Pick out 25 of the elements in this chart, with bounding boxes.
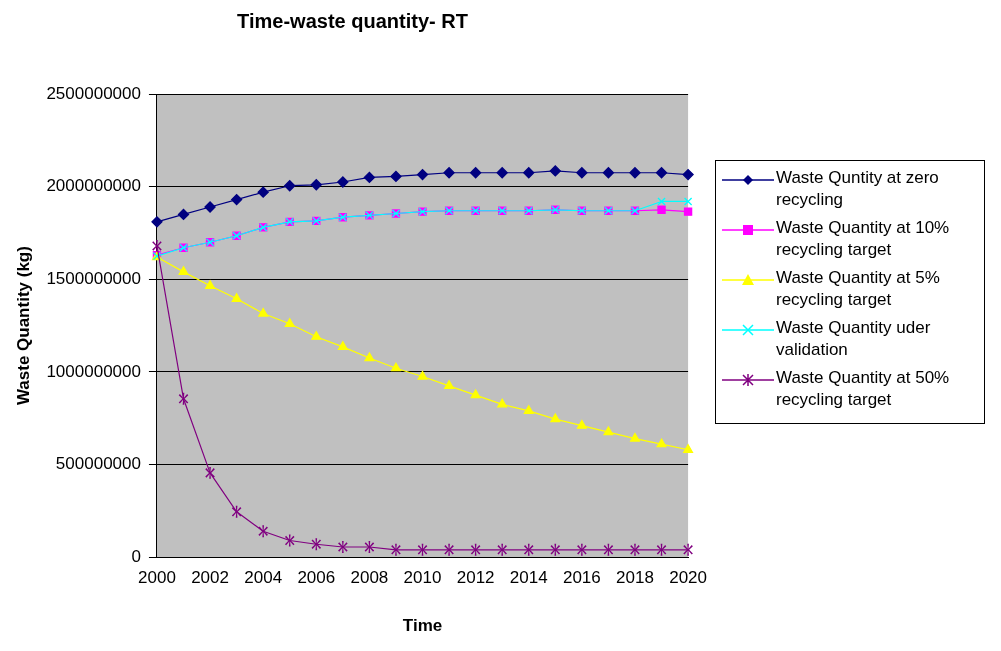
chart-title: Time-waste quantity- RT [237,9,468,32]
y-tick-label: 1000000000 [46,361,141,381]
x-tick-label: 2014 [509,568,548,588]
legend-label: Waste Quantity at 10% recycling target [776,217,951,261]
x-axis-title: Time [402,616,443,636]
x-tick-label: 2004 [244,568,283,588]
x-tick-label: 2012 [456,568,495,588]
y-tick-label: 1500000000 [46,268,141,288]
x-tick-label: 2020 [669,568,707,588]
y-tick-label: 500000000 [55,454,141,474]
x-tick-label: 2016 [562,568,601,588]
y-tick-label: 2000000000 [46,176,141,196]
legend-label: Waste Quantity at 5% recycling target [776,267,941,311]
x-tick-label: 2006 [297,568,336,588]
x-tick-label: 2018 [616,568,654,588]
x-tick-label: 2000 [138,568,176,588]
y-tick-label: 0 [131,546,141,566]
legend-label: Waste Quantity uder validation [776,317,932,361]
x-tick-label: 2010 [403,568,442,588]
legend-label: Waste Quantity at 50% recycling target [776,367,951,411]
y-axis-title: Waste Quantity (kg) [13,246,33,406]
legend-label: Waste Quntity at zero recycling [776,167,940,211]
x-tick-label: 2002 [191,568,229,588]
y-tick-label: 2500000000 [46,83,141,103]
x-tick-label: 2008 [350,568,389,588]
